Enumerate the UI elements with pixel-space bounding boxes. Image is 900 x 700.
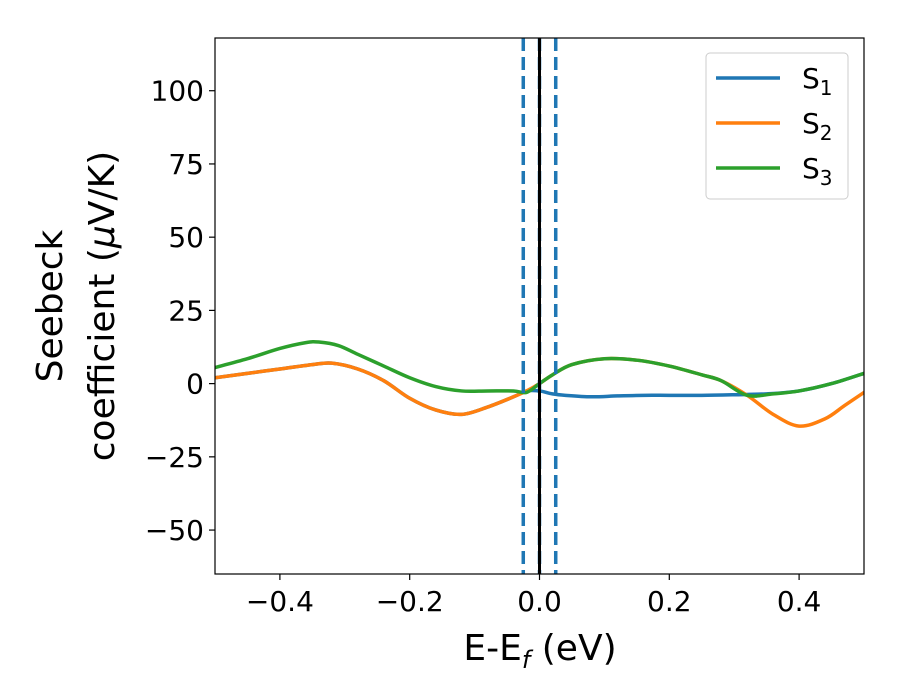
x-axis-title: E-Ef (eV) xyxy=(463,628,616,674)
x-tick-label: −0.4 xyxy=(246,585,314,618)
y-axis-title-line1: Seebeck xyxy=(30,229,71,382)
x-tick-label: 0.4 xyxy=(777,585,822,618)
y-tick-label: 25 xyxy=(168,294,204,327)
x-tick-label: 0.2 xyxy=(647,585,692,618)
legend-label-s3: S3 xyxy=(802,152,833,190)
y-tick-label: −25 xyxy=(145,441,204,474)
legend-box xyxy=(705,52,849,200)
y-tick-label: 100 xyxy=(151,75,204,108)
x-tick-label: −0.2 xyxy=(376,585,444,618)
y-tick-label: 0 xyxy=(186,368,204,401)
y-axis-ticks: −50 −25 0 25 50 75 100 xyxy=(145,75,215,547)
legend: S1 S2 S3 xyxy=(705,52,849,200)
y-tick-label: 50 xyxy=(168,221,204,254)
legend-label-s1: S1 xyxy=(802,62,833,100)
legend-entries: S1 S2 S3 xyxy=(716,62,833,190)
vline-layer xyxy=(521,38,558,574)
y-tick-label: 75 xyxy=(168,148,204,181)
y-tick-label: −50 xyxy=(145,514,204,547)
y-axis-title: Seebeck coefficient (μV/K) xyxy=(30,151,123,461)
x-tick-label: 0.0 xyxy=(517,585,562,618)
x-axis-ticks: −0.4 −0.2 0.0 0.2 0.4 xyxy=(246,574,821,618)
series-line-s3 xyxy=(215,339,864,398)
y-axis-title-line2: coefficient (μV/K) xyxy=(82,151,123,461)
legend-label-s2: S2 xyxy=(802,107,833,145)
